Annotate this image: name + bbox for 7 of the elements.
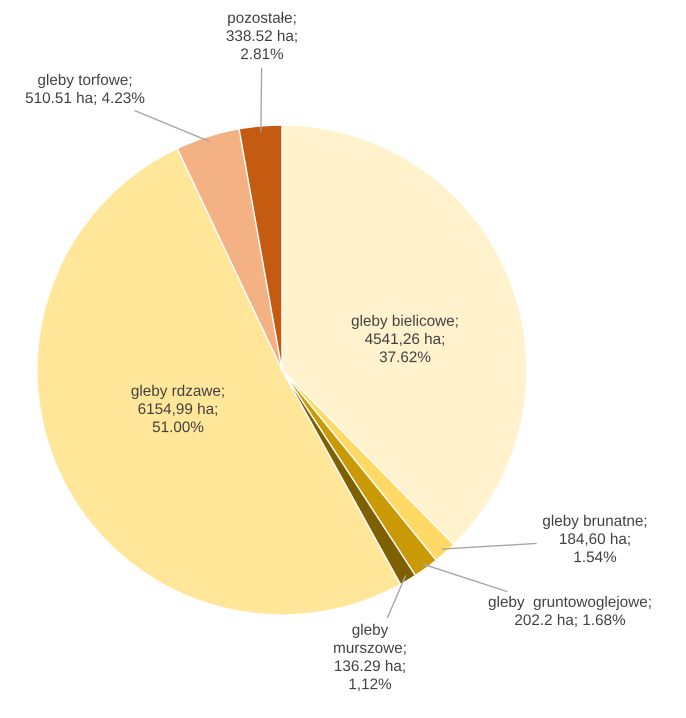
slice-label: pozostałe; 338.52 ha; 2.81% [226, 12, 297, 60]
slice-label: gleby gruntowoglejowe; 202.2 ha; 1.68% [488, 596, 651, 627]
slice-label: gleby torfowe; 510.51 ha; 4.23% [26, 74, 144, 105]
slice-label: gleby bielicowe; 4541,26 ha; 37.62% [352, 314, 458, 362]
slice-label: gleby murszowe; 136.29 ha; 1,12% [334, 624, 406, 692]
slice-label: gleby rdzawe; 6154,99 ha; 51.00% [132, 384, 224, 432]
slice-label: gleby brunatne; 184,60 ha; 1.54% [542, 514, 646, 562]
